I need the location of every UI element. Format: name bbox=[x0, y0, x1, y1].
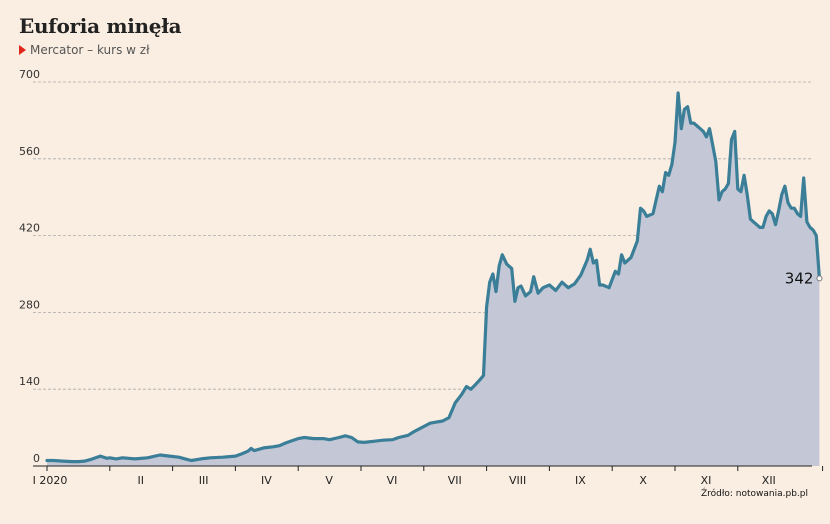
source-note: Źródło: notowania.pb.pl bbox=[700, 489, 808, 499]
y-tick-label: 700 bbox=[19, 68, 40, 81]
x-tick-label: V bbox=[325, 474, 333, 487]
x-tick-label: III bbox=[199, 474, 209, 487]
last-value-label: 342 bbox=[785, 269, 814, 287]
y-tick-label: 140 bbox=[19, 375, 40, 388]
x-tick-label: I 2020 bbox=[33, 474, 68, 487]
chart-title: Euforia minęła bbox=[19, 14, 182, 38]
red-triangle-icon bbox=[19, 45, 26, 55]
x-tick-label: IX bbox=[575, 474, 586, 487]
y-tick-label: 560 bbox=[19, 145, 40, 158]
y-tick-label: 280 bbox=[19, 298, 40, 311]
price-area bbox=[47, 93, 820, 466]
y-tick-label: 0 bbox=[33, 452, 40, 465]
x-tick-label: II bbox=[138, 474, 145, 487]
x-tick-label: X bbox=[639, 474, 647, 487]
x-tick-label: VIII bbox=[509, 474, 526, 487]
chart-subtitle: Mercator – kurs w zł bbox=[19, 43, 150, 57]
x-tick-label: VII bbox=[448, 474, 462, 487]
price-line bbox=[45, 91, 821, 464]
x-tick-label: IV bbox=[261, 474, 272, 487]
x-tick-label: XII bbox=[762, 474, 776, 487]
last-value-point bbox=[816, 275, 823, 282]
subtitle-text: Mercator – kurs w zł bbox=[30, 43, 150, 57]
y-tick-label: 420 bbox=[19, 222, 40, 235]
x-tick-label: VI bbox=[387, 474, 398, 487]
x-tick-label: XI bbox=[701, 474, 712, 487]
